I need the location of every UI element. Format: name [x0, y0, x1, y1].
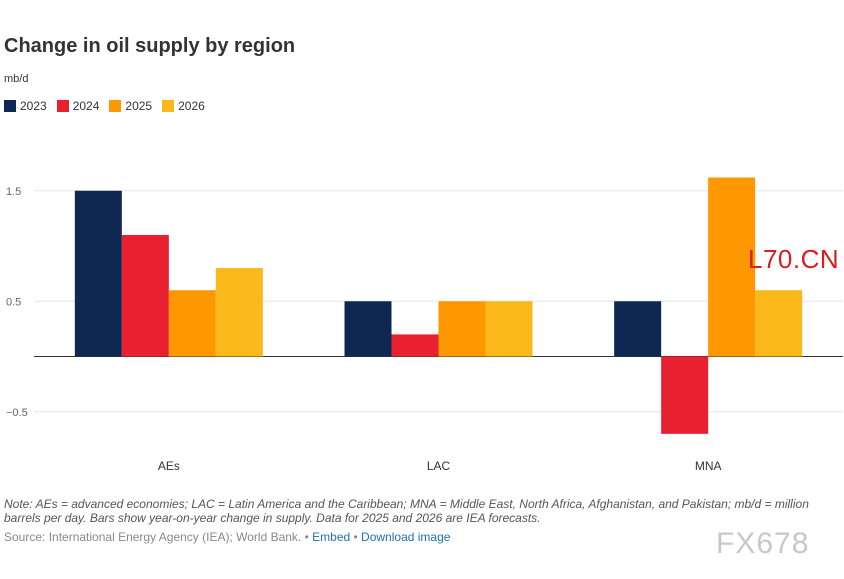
y-tick-label: 1.5	[6, 186, 21, 198]
bar-lac-2025	[438, 301, 486, 357]
bar-lac-2024	[391, 334, 439, 357]
bar-aes-2023	[74, 190, 122, 357]
legend-swatch-2024	[56, 100, 69, 112]
chart-title: Change in oil supply by region	[4, 35, 296, 57]
download-image-link[interactable]: Download image	[361, 530, 451, 544]
bar-chart: 1.5 0.5 −0.5 AEs LAC MNA	[6, 177, 843, 473]
separator: •	[350, 530, 362, 544]
separator: •	[301, 530, 313, 544]
legend-label-2026: 2026	[178, 99, 205, 113]
bar-aes-2025	[168, 290, 216, 357]
bar-lac-2023	[344, 301, 392, 357]
bar-mna-2024	[661, 356, 709, 434]
y-tick-label: −0.5	[6, 407, 28, 419]
bar-lac-2026	[485, 301, 533, 357]
x-category-label: AEs	[158, 459, 180, 473]
y-tick-label: 0.5	[6, 296, 21, 308]
x-category-label: MNA	[695, 459, 722, 473]
legend-label-2023: 2023	[20, 99, 47, 113]
legend-swatch-2023	[4, 100, 16, 112]
legend-label-2024: 2024	[72, 99, 100, 113]
legend-swatch-2026	[162, 100, 175, 112]
bar-mna-2023	[614, 301, 662, 357]
bar-mna-2025	[708, 177, 756, 357]
legend-item-2026[interactable]: 2026	[162, 99, 205, 113]
bar-aes-2026	[215, 268, 263, 357]
unit-label: mb/d	[4, 73, 29, 85]
bar-mna-2026	[755, 290, 803, 357]
watermark-gray: FX678	[716, 527, 810, 560]
legend-swatch-2025	[109, 100, 122, 112]
legend-label-2025: 2025	[125, 99, 153, 113]
chart-note: Note: AEs = advanced economies; LAC = La…	[4, 497, 809, 525]
legend-item-2025[interactable]: 2025	[109, 99, 152, 113]
legend: 2023 2024 2025 2026	[4, 99, 205, 113]
x-category-label: LAC	[427, 459, 451, 473]
source-line: Source: International Energy Agency (IEA…	[4, 530, 450, 544]
watermark-red: L70.CN	[748, 244, 840, 274]
bar-aes-2024	[121, 234, 169, 357]
source-text: Source: International Energy Agency (IEA…	[4, 530, 302, 544]
legend-item-2024[interactable]: 2024	[56, 99, 100, 113]
embed-link[interactable]: Embed	[312, 530, 351, 544]
legend-item-2023[interactable]: 2023	[4, 99, 47, 113]
